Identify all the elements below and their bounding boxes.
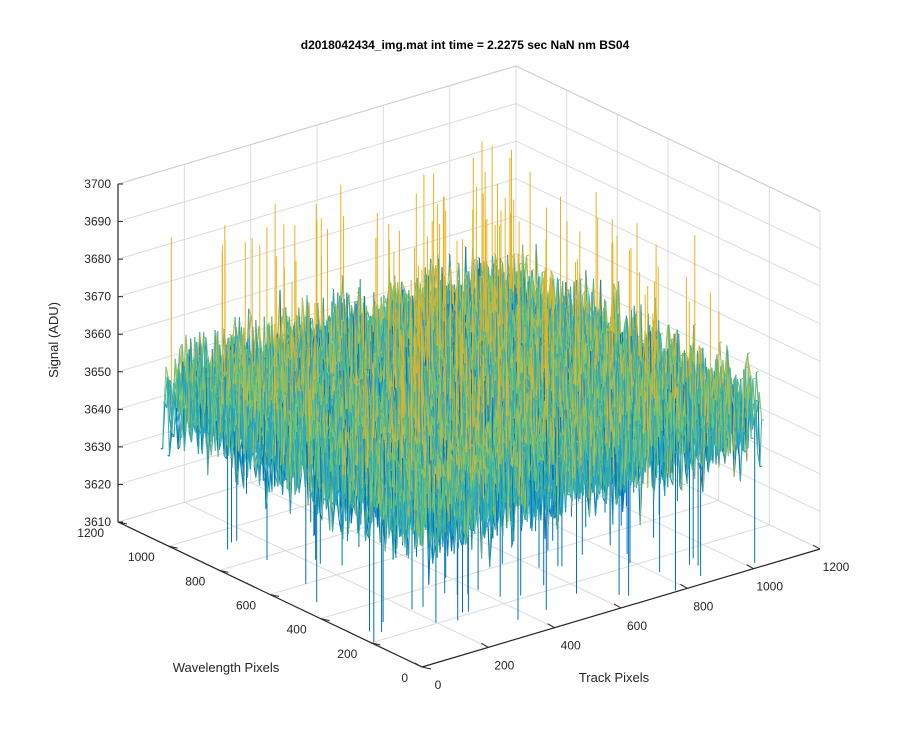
grid-line <box>269 476 669 595</box>
box-edge <box>515 65 821 212</box>
box-edge <box>117 65 517 185</box>
grid-line <box>515 103 821 250</box>
grid-line <box>320 500 719 620</box>
grid-line <box>515 178 821 325</box>
grid-line <box>515 140 821 287</box>
grid-line <box>117 103 517 223</box>
grid-line <box>371 524 770 644</box>
grid-line <box>117 140 517 260</box>
surface-layer <box>160 141 765 643</box>
